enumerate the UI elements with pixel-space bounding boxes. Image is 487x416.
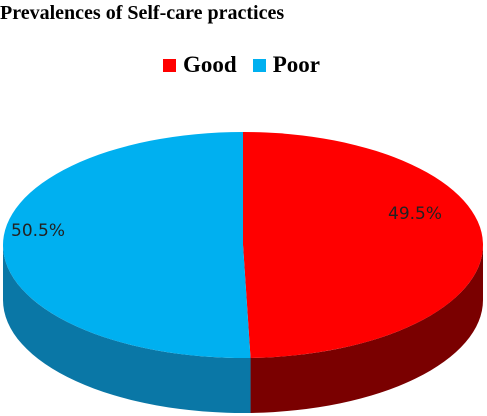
pie-slice-good [243, 132, 483, 358]
legend-label-poor: Poor [272, 52, 320, 77]
pie-label-good: 49.5% [388, 204, 442, 224]
pie-side-good [250, 245, 483, 413]
legend-label-good: Good [183, 52, 237, 77]
pie-label-poor: 50.5% [11, 221, 65, 241]
chart-title: Prevalences of Self-care practices [0, 2, 285, 24]
pie-tops [2, 132, 483, 358]
legend-swatch-poor [252, 58, 266, 72]
legend-item-poor: Poor [252, 52, 320, 78]
legend-item-good: Good [163, 52, 237, 78]
legend-swatch-good [163, 58, 176, 72]
pie-slice-poor [2, 132, 251, 358]
pie-sides [3, 245, 483, 414]
pie-side-poor [3, 245, 251, 414]
chart-legend: Good Poor [163, 52, 336, 78]
